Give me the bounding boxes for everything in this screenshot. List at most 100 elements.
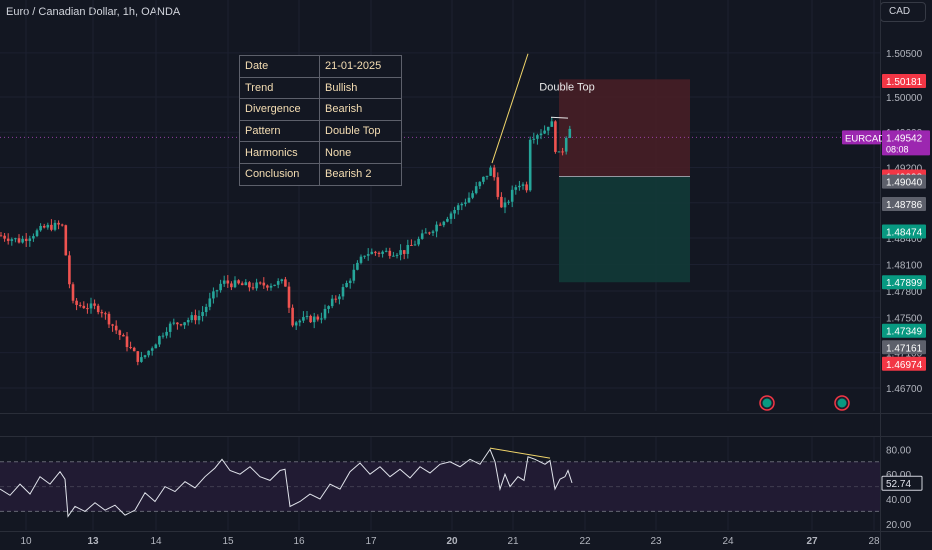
price-tag bbox=[882, 197, 926, 212]
candle-timer: 08:08 bbox=[886, 144, 909, 154]
price-axis-label: 1.46700 bbox=[886, 384, 923, 395]
rsi-band bbox=[0, 461, 880, 512]
price-tag-label: 1.46974 bbox=[886, 360, 923, 371]
candle-body bbox=[424, 232, 428, 234]
table-value: None bbox=[319, 141, 402, 164]
table-key: Pattern bbox=[239, 119, 320, 143]
candle-body bbox=[237, 280, 240, 284]
candle-body bbox=[53, 222, 57, 230]
candle-body bbox=[366, 254, 370, 256]
time-axis-label: 22 bbox=[579, 536, 591, 547]
candle-body bbox=[413, 244, 417, 246]
rsi-value-tag bbox=[881, 475, 923, 491]
price-axis-label: 1.49200 bbox=[886, 164, 923, 175]
candle-body bbox=[143, 355, 147, 358]
time-axis-label: 10 bbox=[20, 536, 32, 547]
candle-body bbox=[190, 315, 194, 321]
candle-body bbox=[68, 255, 71, 285]
candle-body bbox=[438, 224, 442, 226]
candle-body bbox=[449, 213, 453, 219]
candle-body bbox=[492, 167, 496, 178]
double-top-label: Double Top bbox=[539, 81, 594, 93]
candle-body bbox=[363, 255, 366, 257]
candle-body bbox=[194, 315, 197, 321]
candle-body bbox=[514, 187, 518, 190]
candle-body bbox=[521, 184, 525, 186]
rsi-axis-label: 60.00 bbox=[886, 470, 911, 481]
candle-body bbox=[338, 296, 341, 300]
candle-body bbox=[377, 252, 381, 254]
event-marker-icon[interactable] bbox=[759, 395, 775, 411]
candle-body bbox=[255, 282, 258, 289]
candle-body bbox=[507, 201, 510, 203]
candle-body bbox=[230, 283, 233, 288]
candle-body bbox=[291, 307, 294, 326]
candle-body bbox=[266, 285, 269, 288]
candle-body bbox=[485, 175, 489, 177]
position-tool[interactable] bbox=[0, 79, 880, 283]
candle-body bbox=[280, 279, 284, 282]
candle-body bbox=[550, 121, 554, 127]
candle-body bbox=[395, 254, 399, 256]
annotations: Double Top bbox=[491, 53, 595, 164]
take-profit-zone[interactable] bbox=[559, 176, 690, 283]
candle-body bbox=[71, 284, 75, 301]
table-row: Trend Bullish bbox=[239, 76, 402, 100]
candle-body bbox=[100, 312, 104, 314]
candle-body bbox=[21, 238, 24, 243]
candle-body bbox=[388, 250, 392, 256]
time-axis-label: 15 bbox=[222, 536, 234, 547]
candle-body bbox=[312, 316, 316, 323]
candle-body bbox=[305, 315, 309, 317]
candle-body bbox=[410, 245, 413, 247]
candle-body bbox=[201, 312, 204, 316]
table-key: Harmonics bbox=[239, 141, 320, 164]
candle-body bbox=[168, 323, 172, 332]
candle-body bbox=[302, 316, 305, 321]
candle-body bbox=[489, 167, 492, 176]
candle-body bbox=[248, 282, 251, 288]
table-value: Bullish bbox=[319, 76, 402, 100]
candle-body bbox=[273, 284, 276, 286]
table-row: Divergence Bearish bbox=[239, 98, 402, 121]
candle-body bbox=[240, 283, 244, 286]
price-tag-label: 1.48474 bbox=[886, 228, 923, 239]
stop-loss-zone[interactable] bbox=[559, 79, 690, 177]
candle-body bbox=[341, 287, 345, 297]
price-tag bbox=[882, 356, 926, 371]
current-price-value: 1.49542 bbox=[886, 133, 923, 144]
candle-body bbox=[482, 176, 485, 182]
candle-body bbox=[82, 305, 86, 309]
candle-body bbox=[251, 287, 255, 289]
rsi-axis-label: 80.00 bbox=[886, 445, 911, 456]
event-marker-icon[interactable] bbox=[834, 395, 850, 411]
candle-body bbox=[179, 324, 183, 326]
candle-body bbox=[57, 222, 60, 225]
time-axis-label: 27 bbox=[806, 536, 818, 547]
candle-body bbox=[24, 238, 28, 241]
price-tag bbox=[882, 275, 926, 290]
rsi-line bbox=[0, 448, 573, 518]
candle-body bbox=[287, 286, 291, 308]
rsi-value-label: 52.74 bbox=[886, 479, 911, 490]
candle-body bbox=[165, 331, 168, 336]
candle-body bbox=[467, 197, 471, 203]
candle-body bbox=[435, 224, 438, 232]
event-marker-dot bbox=[762, 398, 772, 408]
candle-body bbox=[60, 224, 64, 226]
price-tag bbox=[882, 224, 926, 239]
table-row: Pattern Double Top bbox=[239, 119, 402, 143]
candle-body bbox=[370, 251, 374, 255]
candle-body bbox=[158, 336, 161, 345]
candle-body bbox=[269, 285, 273, 288]
time-axis-label: 24 bbox=[722, 536, 734, 547]
candle-body bbox=[546, 126, 550, 131]
event-markers[interactable] bbox=[759, 395, 850, 411]
price-tag bbox=[882, 73, 926, 88]
candle-body bbox=[28, 238, 32, 241]
candle-body bbox=[384, 250, 388, 252]
candle-body bbox=[161, 335, 165, 337]
candle-body bbox=[14, 238, 17, 240]
candle-body bbox=[39, 225, 42, 231]
